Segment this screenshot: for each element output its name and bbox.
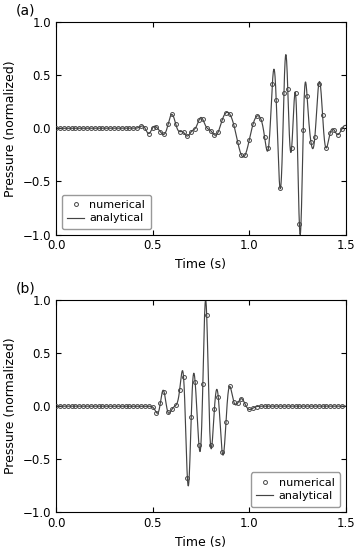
numerical [293,90,298,97]
numerical [278,403,282,409]
numerical [185,474,190,481]
numerical [286,403,290,409]
analytical [204,296,208,303]
analytical [188,445,192,452]
analytical [177,392,181,399]
analytical [88,125,92,132]
numerical [205,312,209,319]
numerical [340,403,344,409]
analytical [54,403,58,409]
analytical [343,403,348,409]
Legend: numerical, analytical: numerical, analytical [251,472,340,507]
numerical [282,90,286,96]
Line: numerical: numerical [54,314,344,480]
analytical [76,403,81,409]
analytical [298,231,302,238]
numerical [340,126,344,132]
numerical [270,81,275,87]
numerical [317,81,321,88]
Y-axis label: Pressure (normalized): Pressure (normalized) [4,60,17,197]
numerical [77,125,81,132]
analytical [76,125,81,132]
analytical [219,437,223,444]
numerical [274,96,278,103]
numerical [54,403,58,409]
numerical [77,403,81,409]
analytical [188,130,192,137]
Text: (b): (b) [15,281,35,296]
analytical [88,403,92,409]
analytical [183,401,187,408]
analytical [177,128,181,134]
X-axis label: Time (s): Time (s) [175,258,226,271]
numerical [54,125,58,132]
X-axis label: Time (s): Time (s) [175,536,226,549]
numerical [289,403,294,409]
analytical [183,131,187,137]
numerical [286,86,290,93]
numerical [297,403,302,409]
analytical [54,125,58,132]
Y-axis label: Pressure (normalized): Pressure (normalized) [4,338,17,474]
analytical [186,483,191,489]
analytical [284,51,288,58]
numerical [317,403,321,409]
Line: analytical: analytical [56,55,345,234]
Line: analytical: analytical [56,300,345,486]
analytical [219,121,223,128]
analytical [343,122,348,129]
Legend: numerical, analytical: numerical, analytical [62,195,151,229]
Text: (a): (a) [15,4,35,18]
numerical [297,221,302,228]
Line: numerical: numerical [54,82,344,226]
